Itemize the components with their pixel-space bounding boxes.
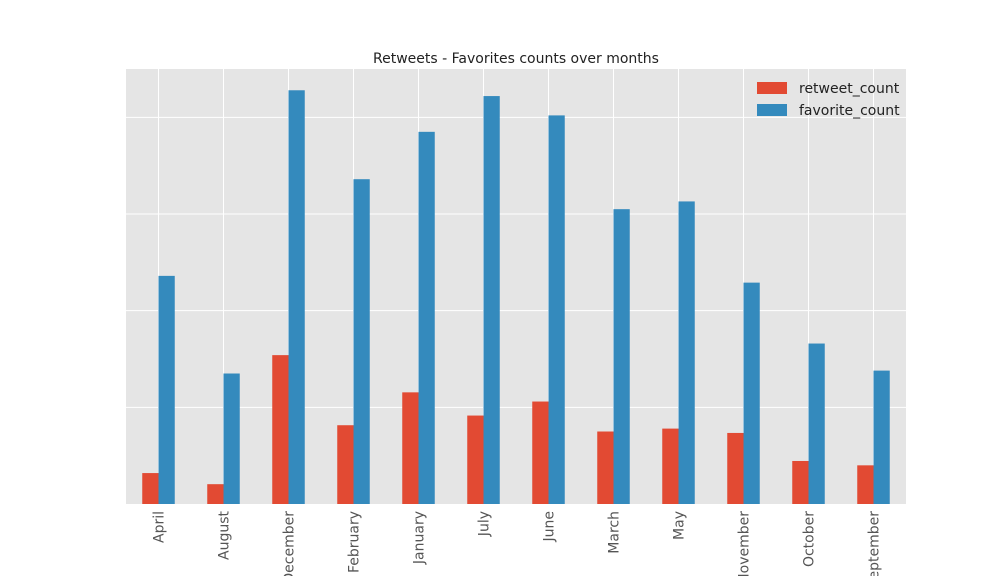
- x-tick-label-february: February: [347, 511, 363, 573]
- legend-swatch-retweet-count: [757, 82, 787, 94]
- bar-retweet-count-may: [662, 428, 679, 504]
- bar-favorite-count-february: [353, 179, 370, 504]
- bar-retweet-count-june: [532, 401, 549, 504]
- x-tick-label-november: November: [737, 511, 753, 576]
- legend-label-retweet-count: retweet_count: [799, 81, 900, 97]
- x-tick-label-june: June: [542, 511, 558, 543]
- bar-favorite-count-january: [418, 131, 435, 504]
- bar-retweet-count-march: [597, 431, 614, 504]
- bar-retweet-count-february: [337, 425, 354, 504]
- x-tick-labels: April August December February January July Ju…: [152, 510, 883, 576]
- bar-retweet-count-november: [727, 432, 744, 504]
- bar-favorite-count-september: [873, 370, 890, 504]
- bar-retweet-count-october: [792, 460, 809, 504]
- bar-retweet-count-august: [207, 484, 224, 504]
- plot-background: [126, 69, 906, 504]
- bar-favorite-count-august: [223, 373, 240, 504]
- x-tick-label-december: December: [282, 511, 298, 576]
- legend: retweet_count favorite_count: [757, 81, 900, 119]
- bar-retweet-count-december: [272, 355, 289, 504]
- bar-favorite-count-october: [808, 343, 825, 504]
- bar-favorite-count-april: [158, 275, 175, 504]
- bar-retweet-count-april: [142, 473, 159, 504]
- legend-label-favorite-count: favorite_count: [799, 103, 900, 119]
- bar-retweet-count-july: [467, 415, 484, 504]
- x-tick-label-may: May: [672, 511, 688, 540]
- x-tick-label-september: September: [867, 511, 883, 576]
- bars: [142, 90, 890, 505]
- x-tick-label-january: January: [412, 511, 428, 565]
- x-tick-label-march: March: [607, 511, 623, 554]
- x-tick-label-october: October: [802, 511, 818, 567]
- legend-swatch-favorite-count: [757, 104, 787, 116]
- bar-favorite-count-march: [613, 209, 630, 505]
- bar-favorite-count-november: [743, 282, 760, 504]
- chart-title: Retweets - Favorites counts over months: [373, 51, 659, 67]
- bar-favorite-count-june: [548, 115, 565, 505]
- bar-retweet-count-january: [402, 392, 419, 504]
- bar-favorite-count-december: [288, 90, 305, 505]
- bar-favorite-count-may: [678, 201, 695, 504]
- bar-favorite-count-july: [483, 96, 500, 504]
- x-tick-label-august: August: [217, 510, 233, 560]
- x-tick-label-april: April: [152, 511, 168, 543]
- bar-retweet-count-september: [857, 465, 874, 504]
- x-tick-label-july: July: [477, 511, 493, 537]
